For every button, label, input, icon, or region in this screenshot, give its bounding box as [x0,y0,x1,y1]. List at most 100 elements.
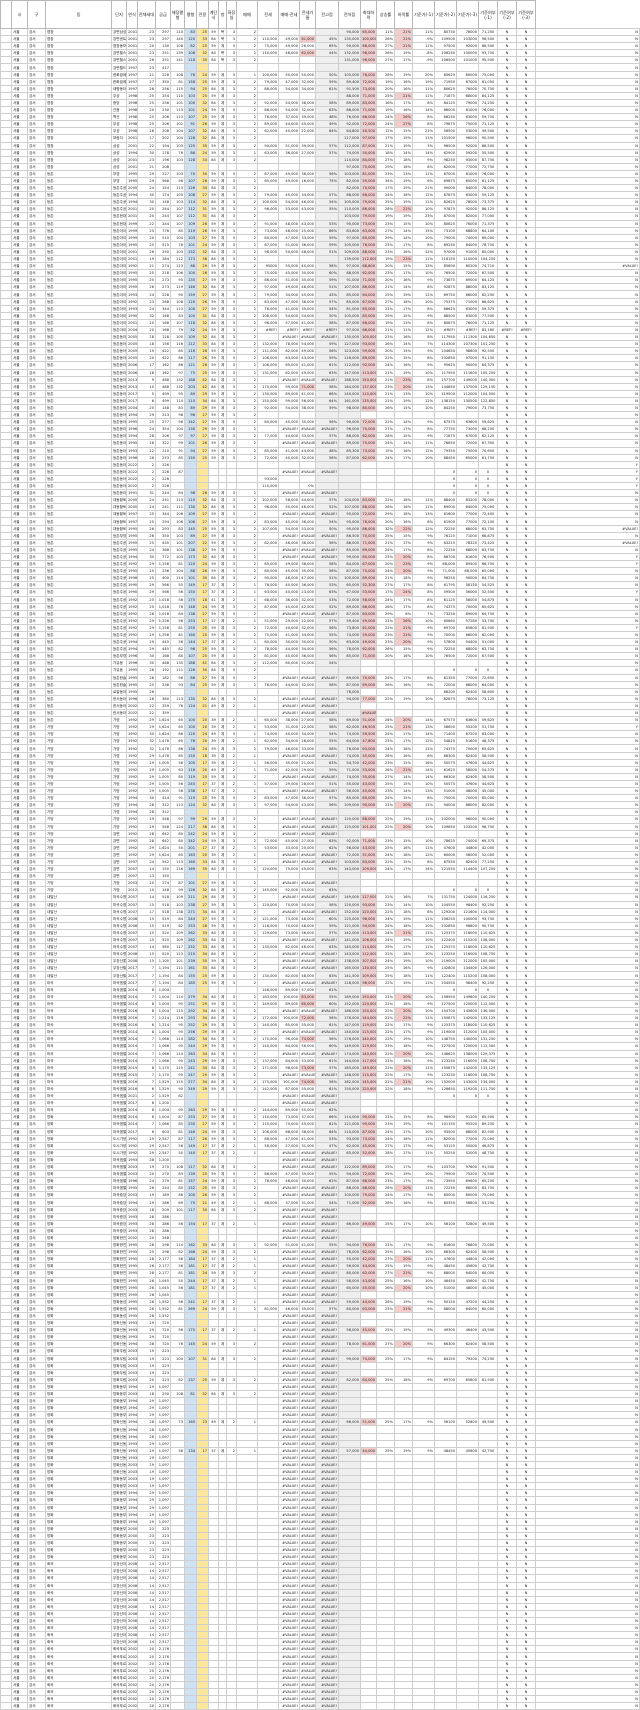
table-cell[interactable]: N [516,928,536,938]
table-cell[interactable]: 82,000 [338,184,361,193]
table-cell[interactable]: 51% [315,283,339,292]
table-cell[interactable]: 84 [208,694,219,703]
table-cell[interactable]: 112 [184,205,197,214]
table-cell[interactable]: N [497,538,517,547]
table-cell[interactable]: 강서 [27,517,46,526]
table-cell[interactable] [360,63,377,72]
table-cell[interactable]: N [535,666,640,675]
table-cell[interactable]: 103 [184,233,197,242]
table-cell[interactable]: 10% [412,368,435,377]
table-cell[interactable]: N [516,914,536,923]
table-cell[interactable]: 2 [236,453,258,462]
table-cell[interactable]: 1992 [126,609,138,618]
table-cell[interactable]: 강서 [27,857,46,867]
table-cell[interactable]: 149,000 [338,1042,361,1051]
table-cell[interactable]: 강서 [27,794,46,803]
table-cell[interactable]: 132 [170,382,185,391]
table-cell[interactable]: 29 [137,815,156,824]
table-cell[interactable]: 2 [236,411,258,420]
table-cell[interactable] [226,687,237,696]
table-cell[interactable]: 8% [412,120,435,129]
table-cell[interactable]: 27,000 [299,836,316,845]
table-cell[interactable]: 59,400 [338,616,361,625]
table-cell[interactable]: 3 [226,226,237,235]
table-cell[interactable]: 129,150 [478,382,498,391]
table-cell[interactable] [338,1092,361,1101]
table-cell[interactable]: 118000 [456,928,479,938]
table-cell[interactable]: 8% [412,240,435,249]
table-cell[interactable]: 10% [412,616,435,625]
table-cell[interactable]: N [516,1056,536,1065]
table-cell[interactable]: 44% [315,49,339,58]
table-cell[interactable]: 71,000 [360,836,377,845]
table-cell[interactable]: 서울 [11,1155,28,1165]
table-cell[interactable]: 36,000 [278,595,300,604]
table-cell[interactable]: N [516,396,536,405]
table-cell[interactable]: 강서 [27,42,46,51]
table-cell[interactable]: 69750 [434,290,457,299]
table-cell[interactable]: 108 [170,70,185,79]
table-cell[interactable]: 20 [137,879,156,888]
table-cell[interactable]: 19% [394,176,413,186]
table-cell[interactable] [257,950,279,959]
table-cell[interactable]: 1997 [126,857,138,867]
table-cell[interactable]: 72,000 [360,510,377,519]
table-cell[interactable]: 10% [412,1006,435,1016]
table-cell[interactable] [360,489,377,498]
table-cell[interactable]: 3 [226,432,237,441]
table-cell[interactable]: 56,000 [299,396,316,405]
table-cell[interactable]: 50,000 [360,148,377,157]
table-cell[interactable]: 46,000 [278,538,300,547]
table-cell[interactable]: 계 [218,765,227,774]
table-cell[interactable]: 109500 [434,35,457,44]
table-cell[interactable]: 89,000 [338,673,361,682]
table-cell[interactable]: 강서 [27,489,46,498]
table-cell[interactable]: 강서 [27,389,46,398]
table-cell[interactable]: 110,000 [360,389,377,398]
table-cell[interactable]: 3 [226,865,237,874]
table-cell[interactable]: 강서 [27,801,46,810]
table-cell[interactable]: 등촌동아이파크 [111,354,127,363]
table-cell[interactable]: 38,000 [299,169,316,178]
table-cell[interactable]: 95 [170,276,185,285]
table-cell[interactable]: 73,000 [360,1134,377,1143]
table-cell[interactable]: 108 [170,42,185,51]
table-cell[interactable]: 59,000 [360,176,377,186]
table-cell[interactable]: 87,000 [278,1084,300,1094]
table-cell[interactable]: 242 [184,829,197,838]
table-cell[interactable]: 등촌 [45,446,112,455]
table-cell[interactable]: #VALUE! [315,751,339,760]
table-cell[interactable]: 3 [226,84,237,93]
table-cell[interactable]: 29% [376,162,395,171]
table-cell[interactable]: 1 [236,588,258,597]
table-cell[interactable]: 마곡수명산파크 [111,900,127,909]
table-cell[interactable]: 3 [226,1084,237,1094]
table-cell[interactable]: 등촌 [45,701,112,711]
table-cell[interactable]: #VALUE! [299,425,316,434]
table-cell[interactable]: 32 [196,198,209,207]
table-cell[interactable]: 58% [315,98,339,108]
table-cell[interactable]: 22% [376,999,395,1008]
table-cell[interactable]: 서울 [11,943,28,952]
table-cell[interactable]: 103,000 [338,857,361,867]
table-cell[interactable]: 2 [226,751,237,760]
table-cell[interactable]: 2 [236,176,258,186]
table-cell[interactable]: 28 [196,921,209,930]
table-cell[interactable]: 12% [412,191,435,200]
table-cell[interactable]: 70000 [456,794,479,803]
table-cell[interactable]: 24 [137,184,156,193]
table-cell[interactable] [394,985,413,994]
table-cell[interactable]: 76,000 [360,70,377,79]
table-cell[interactable]: 계 [218,751,227,760]
table-cell[interactable]: 2004 [126,325,138,335]
table-cell[interactable]: 3 [226,1021,237,1030]
table-cell[interactable]: 계 [218,184,227,193]
table-cell[interactable]: 49,000 [278,169,300,178]
table-cell[interactable] [236,808,258,817]
table-cell[interactable]: 염창 [45,56,112,65]
table-cell[interactable]: 101000 [456,56,479,65]
table-cell[interactable]: 2 [236,964,258,973]
table-cell[interactable]: N [516,481,536,491]
column-header[interactable]: 매매-전세 [278,0,300,29]
table-cell[interactable]: 강서 [27,247,46,257]
